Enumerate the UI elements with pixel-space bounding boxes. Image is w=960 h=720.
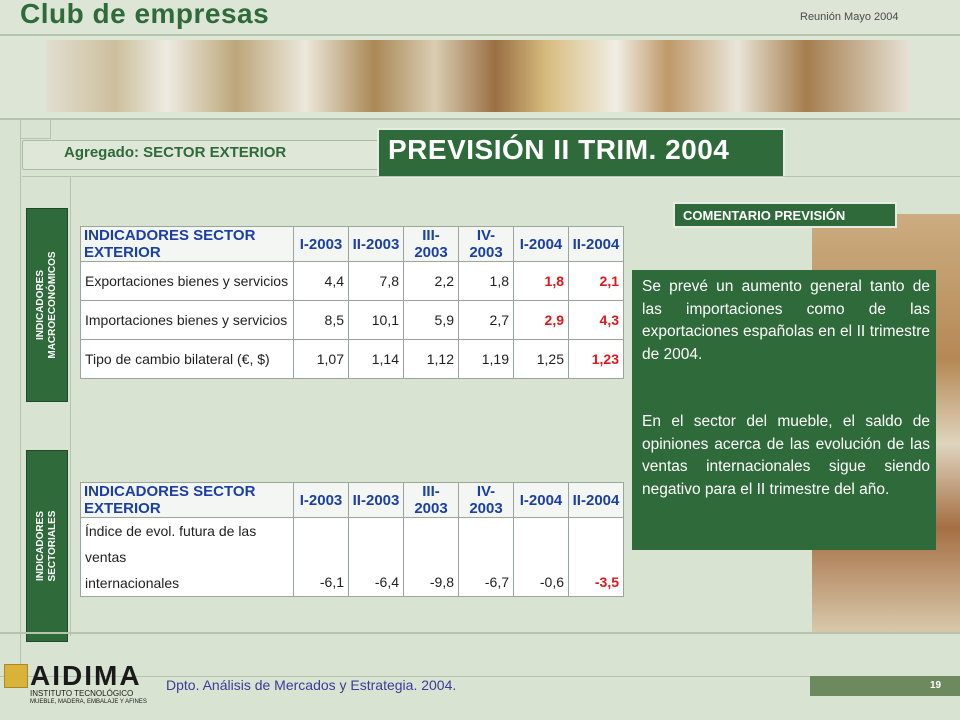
comment-tag [673, 202, 897, 228]
macro-indicators-text: INDICADORES MACROECONÓMICOS [35, 251, 58, 359]
column-header: III-2003 [403, 226, 459, 262]
table-row: Tipo de cambio bilateral (€, $) 1,07 1,1… [80, 339, 624, 379]
table-cell: 1,12 [403, 339, 459, 379]
column-header: I-2004 [513, 226, 569, 262]
column-header: INDICADORES SECTOR EXTERIOR [80, 226, 294, 262]
table-cell: 1,14 [348, 339, 404, 379]
table-cell: -6,7 [458, 517, 514, 597]
column-header: IV-2003 [458, 226, 514, 262]
table-cell: 8,5 [293, 300, 349, 340]
table-cell: 1,19 [458, 339, 514, 379]
table-cell: 1,25 [513, 339, 569, 379]
page-number-box [810, 676, 960, 696]
label-column-divider [70, 176, 71, 636]
forecast-title: PREVISIÓN II TRIM. 2004 [388, 134, 730, 165]
aidima-logo-icon [4, 664, 28, 688]
forecast-title-box [377, 128, 785, 178]
column-header: II-2004 [568, 482, 624, 518]
row-label: Importaciones bienes y servicios [80, 300, 294, 340]
column-header: I-2003 [293, 482, 349, 518]
meeting-date: Reunión Mayo 2004 [800, 11, 899, 23]
table-cell: 1,8 [458, 261, 514, 301]
column-header: II-2004 [568, 226, 624, 262]
corner-frame [20, 120, 51, 139]
table-cell: -0,6 [513, 517, 569, 597]
table-row: Exportaciones bienes y servicios 4,4 7,8… [80, 261, 624, 301]
section-tab [22, 140, 384, 170]
table-cell: 7,8 [348, 261, 404, 301]
header-divider [0, 34, 960, 36]
table-header-row: INDICADORES SECTOR EXTERIOR I-2003 II-20… [80, 226, 624, 262]
table-cell: -6,4 [348, 517, 404, 597]
table-cell: 4,3 [568, 300, 624, 340]
left-rail [0, 120, 21, 680]
comment-tag-label: COMENTARIO PREVISIÓN [683, 208, 846, 223]
logo-tagline: MUEBLE, MADERA, EMBALAJE Y AFINES [30, 699, 147, 705]
table-cell: 4,4 [293, 261, 349, 301]
brand-title: Club de empresas [20, 0, 270, 29]
macro-indicators-label: INDICADORES MACROECONÓMICOS [26, 208, 68, 402]
column-header: I-2004 [513, 482, 569, 518]
table-cell: 2,7 [458, 300, 514, 340]
macro-indicators-table: INDICADORES SECTOR EXTERIOR I-2003 II-20… [80, 226, 624, 379]
section-label: Agregado: SECTOR EXTERIOR [64, 144, 287, 161]
table-cell: 1,23 [568, 339, 624, 379]
table-header-row: INDICADORES SECTOR EXTERIOR I-2003 II-20… [80, 482, 624, 518]
table-cell: 1,8 [513, 261, 569, 301]
table-cell: 2,9 [513, 300, 569, 340]
table-cell: 10,1 [348, 300, 404, 340]
row-label-line1: Índice de evol. futura de las ventas [85, 523, 257, 565]
column-header: II-2003 [348, 482, 404, 518]
sector-indicators-text: INDICADORES SECTORIALES [35, 510, 58, 582]
table-cell: -3,5 [568, 517, 624, 597]
table-cell: 1,07 [293, 339, 349, 379]
footer-department: Dpto. Análisis de Mercados y Estrategia.… [166, 677, 457, 693]
column-header: INDICADORES SECTOR EXTERIOR [80, 482, 294, 518]
table-cell: 2,2 [403, 261, 459, 301]
logo-subtitle: INSTITUTO TECNOLÓGICO [30, 689, 134, 698]
table-cell: -9,8 [403, 517, 459, 597]
column-header: III-2003 [403, 482, 459, 518]
column-header: IV-2003 [458, 482, 514, 518]
row-label: Tipo de cambio bilateral (€, $) [80, 339, 294, 379]
table-cell: 2,1 [568, 261, 624, 301]
footer-divider [0, 632, 960, 634]
header-bottom-divider [0, 118, 960, 120]
furniture-photo-strip [46, 40, 910, 112]
column-header: II-2003 [348, 226, 404, 262]
content-top-divider [22, 176, 960, 177]
comment-box [632, 270, 936, 550]
aidima-logo: AIDIMA [30, 660, 142, 691]
table-cell: -6,1 [293, 517, 349, 597]
row-label: Índice de evol. futura de las ventas int… [80, 517, 294, 597]
row-label: Exportaciones bienes y servicios [80, 261, 294, 301]
sector-indicators-label: INDICADORES SECTORIALES [26, 450, 68, 642]
page-number: 19 [930, 680, 942, 691]
table-row: Importaciones bienes y servicios 8,5 10,… [80, 300, 624, 340]
table-cell: 5,9 [403, 300, 459, 340]
sector-indicators-table: INDICADORES SECTOR EXTERIOR I-2003 II-20… [80, 482, 624, 597]
row-label-line2: internacionales [85, 575, 180, 591]
column-header: I-2003 [293, 226, 349, 262]
footer-bar [0, 676, 960, 677]
table-row: Índice de evol. futura de las ventas int… [80, 517, 624, 597]
comment-paragraph-2: En el sector del mueble, el saldo de opi… [642, 413, 930, 498]
comment-paragraph-1: Se prevé un aumento general tanto de las… [642, 278, 930, 363]
